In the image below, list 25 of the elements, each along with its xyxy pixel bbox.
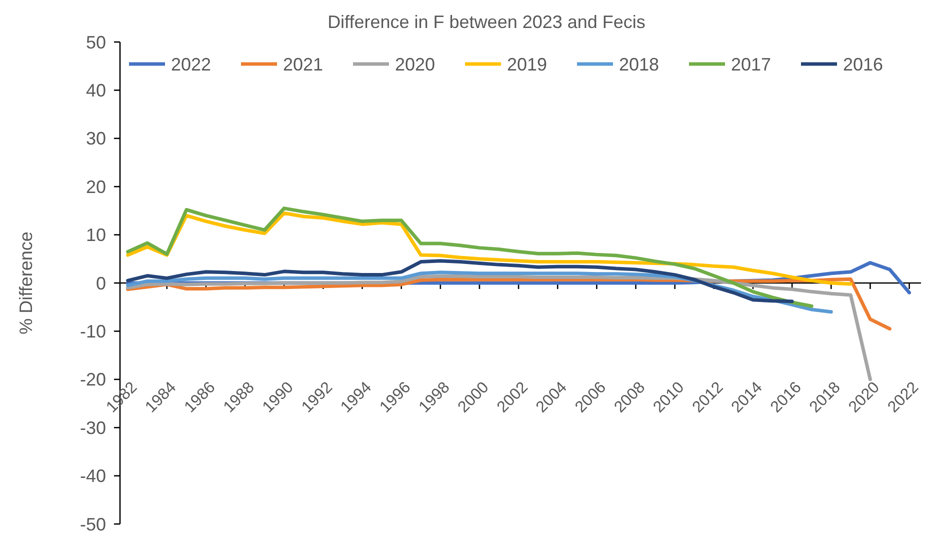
line-series [126, 206, 814, 308]
legend-label: 2018 [619, 54, 660, 74]
y-tick-label: 0 [96, 273, 106, 294]
y-axis-title: % Difference [16, 232, 36, 334]
legend-label: 2019 [507, 54, 548, 74]
y-tick-label: 10 [86, 225, 106, 246]
legend-label: 2017 [731, 54, 772, 74]
y-tick-label: -20 [80, 370, 106, 390]
y-tick-label: -10 [80, 322, 106, 342]
legend-label: 2020 [395, 54, 436, 74]
y-tick-label: 50 [86, 32, 106, 52]
y-tick-label: -40 [80, 466, 106, 486]
line-series [126, 270, 833, 314]
line-series [126, 274, 872, 382]
line-series [126, 211, 852, 286]
y-tick-label: 20 [86, 176, 106, 197]
y-tick-label: 40 [86, 80, 106, 100]
y-tick-label: -50 [80, 514, 106, 534]
y-tick-label: 30 [86, 128, 106, 149]
chart-title: Difference in F between 2023 and Fecis [328, 12, 646, 32]
legend-label: 2016 [843, 54, 884, 74]
legend-label: 2022 [171, 54, 212, 74]
line-series [126, 259, 794, 304]
legend-label: 2021 [283, 54, 324, 74]
y-tick-label: -30 [80, 418, 106, 438]
